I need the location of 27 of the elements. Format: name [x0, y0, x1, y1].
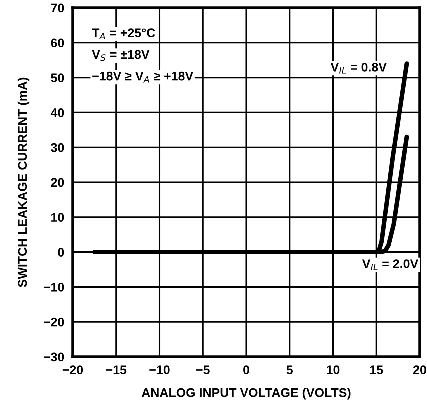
- y-tick-label: 50: [51, 74, 64, 82]
- y-tick-label: 40: [50, 108, 64, 118]
- y-tick-label: −30: [44, 352, 64, 362]
- x-tick-label: 10: [327, 366, 340, 375]
- y-tick-label: −10: [44, 283, 64, 292]
- annotation: T$_{A}$ = +25°C: [92, 28, 156, 40]
- x-axis-title: ANALOG INPUT VOLTAGE (VOLTS): [142, 388, 351, 400]
- y-axis-title: SWITCH LEAKAGE CURRENT (mA): [18, 78, 30, 288]
- x-tick-label: −15: [106, 366, 127, 375]
- x-tick-label: 15: [370, 366, 384, 375]
- annotation: V$_{S}$ = ±18V: [92, 50, 150, 62]
- y-tick-label: 20: [51, 178, 64, 188]
- y-tick-label: 70: [51, 4, 64, 13]
- series-label: V$_{IL}$ = 0.8V: [330, 62, 387, 74]
- x-tick-label: 0: [244, 366, 250, 375]
- x-tick-label: 20: [413, 366, 426, 375]
- y-tick-label: 10: [52, 213, 64, 222]
- x-tick-label: −10: [150, 366, 170, 375]
- annotation: −18V ≥ V$_{A}$ ≥ +18V: [92, 72, 194, 83]
- y-tick-label: 60: [51, 38, 64, 48]
- y-tick-label: −20: [44, 318, 64, 327]
- series-label: V$_{IL}$ = 2.0V: [362, 260, 419, 270]
- x-tick-label: −20: [62, 366, 84, 375]
- y-tick-label: 30: [51, 143, 64, 152]
- y-tick-label: 0: [58, 248, 64, 257]
- x-tick-label: 5: [286, 366, 294, 375]
- x-tick-label: −5: [196, 366, 210, 375]
